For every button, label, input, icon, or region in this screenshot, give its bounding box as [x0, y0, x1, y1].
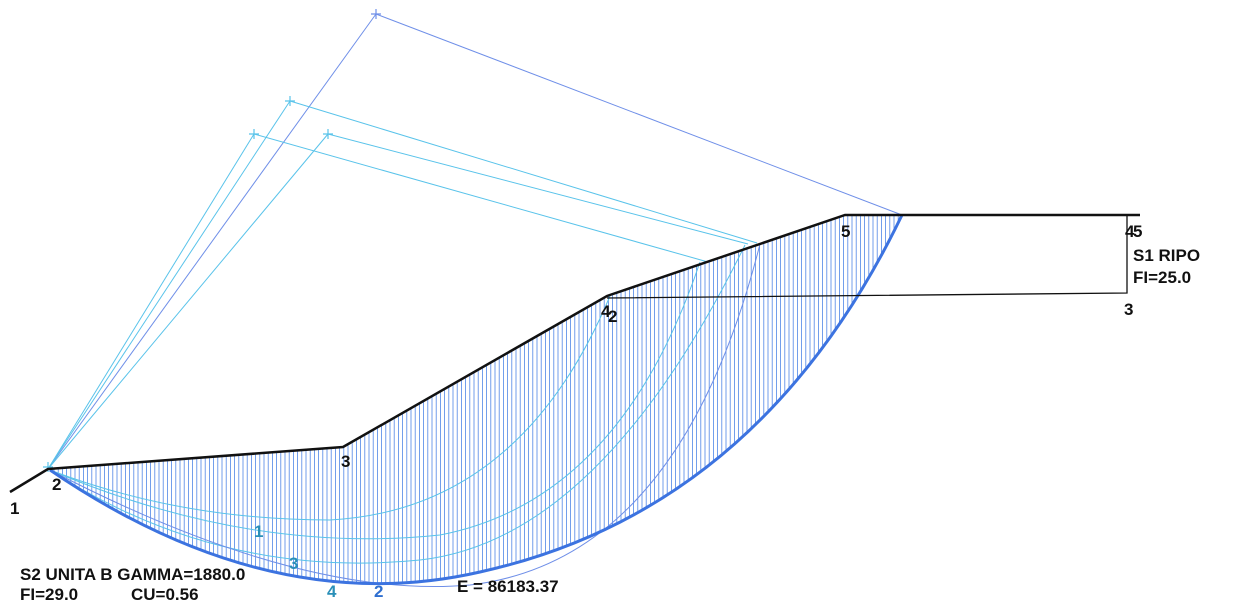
- radius-line: [47, 133, 329, 470]
- radius-line: [253, 133, 709, 263]
- slip-surface-label: 2: [374, 582, 383, 601]
- profile-point-label: 3: [341, 452, 350, 471]
- radius-line: [47, 100, 291, 470]
- slip-circle-4: [49, 243, 761, 588]
- centre-cross-icon: [371, 9, 381, 19]
- stratum-s1-params: FI=25.0: [1133, 268, 1191, 287]
- radius-line: [47, 133, 255, 470]
- stratum-s2-name: S2 UNITA B GAMMA=1880.0: [20, 565, 245, 584]
- circle-centres: [43, 9, 381, 472]
- slip-circle-3: [49, 295, 611, 521]
- energy-result: E = 86183.37: [457, 577, 559, 596]
- profile-point-label: 4: [601, 302, 611, 321]
- radius-line: [47, 13, 377, 470]
- radius-line: [327, 133, 749, 245]
- stratum-s1-name: S1 RIPO: [1133, 246, 1200, 265]
- circle-radius-lines: [47, 13, 903, 470]
- centre-cross-icon: [323, 129, 333, 139]
- profile-point-label: 2: [608, 307, 617, 326]
- centre-cross-icon: [285, 96, 295, 106]
- centre-cross-icon: [249, 129, 259, 139]
- radius-line: [289, 100, 758, 244]
- critical-slip-surface: [49, 214, 904, 586]
- slip-surface-label: 1: [254, 522, 263, 541]
- ground-profile: [9, 213, 1140, 494]
- radius-line: [375, 13, 903, 216]
- layer-point-label: 3: [1124, 300, 1133, 319]
- profile-point-label: 4: [1125, 222, 1135, 241]
- profile-point-label: 5: [1133, 222, 1142, 241]
- slip-circle-2: [49, 261, 701, 540]
- stratum-s2-cu: CU=0.56: [131, 585, 199, 602]
- slip-surface-label: 3: [289, 554, 298, 573]
- profile-point-label: 2: [52, 475, 61, 494]
- profile-point-label: 1: [10, 499, 19, 518]
- profile-point-label: 5: [841, 222, 850, 241]
- slice-hatching: [53, 215, 899, 584]
- layer-boundary: [606, 215, 1128, 299]
- trial-slip-circles: [49, 243, 761, 588]
- slip-surface-label: 4: [327, 582, 337, 601]
- slip-circle-1: [49, 244, 746, 564]
- stratum-s2-fi: FI=29.0: [20, 585, 78, 602]
